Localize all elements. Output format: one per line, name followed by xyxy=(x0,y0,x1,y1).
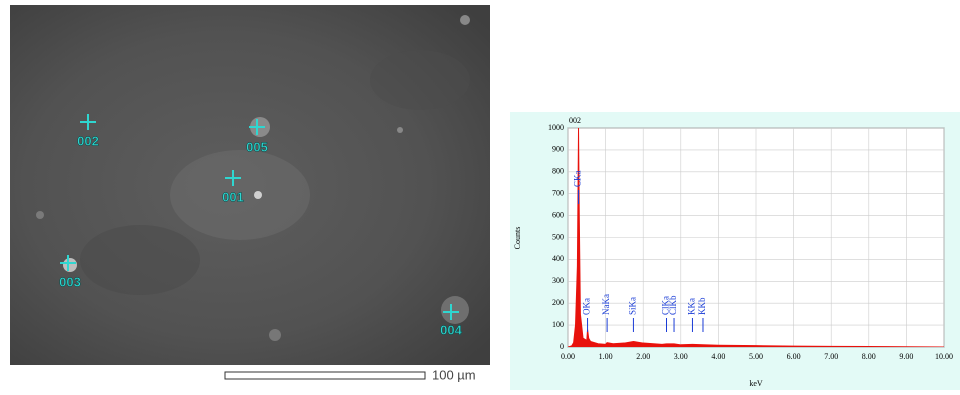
peak-label: NaKa xyxy=(601,294,611,315)
peak-label: KKb xyxy=(697,297,707,315)
y-tick-label: 200 xyxy=(552,298,564,307)
x-tick-label: 6.00 xyxy=(787,352,801,361)
x-tick-label: 3.00 xyxy=(674,352,688,361)
peak-label: SiKa xyxy=(627,297,637,315)
x-tick-label: 8.00 xyxy=(862,352,876,361)
y-tick-label: 700 xyxy=(552,189,564,198)
sem-point: 003 xyxy=(59,255,81,290)
point-label: 005 xyxy=(246,139,268,154)
y-tick-label: 900 xyxy=(552,145,564,154)
sem-point: 005 xyxy=(246,119,268,155)
peak-label: OKa xyxy=(582,298,592,315)
y-tick-label: 1000 xyxy=(548,123,564,132)
y-tick-label: 600 xyxy=(552,210,564,219)
x-tick-label: 2.00 xyxy=(636,352,650,361)
sem-point: 002 xyxy=(77,114,99,149)
point-label: 002 xyxy=(77,133,99,148)
x-tick-label: 9.00 xyxy=(899,352,913,361)
y-tick-label: 100 xyxy=(552,320,564,329)
annotation: 002 xyxy=(569,116,581,125)
sem-point: 004 xyxy=(440,304,463,338)
x-tick-label: 5.00 xyxy=(749,352,763,361)
point-label: 004 xyxy=(440,322,462,337)
x-tick-label: 4.00 xyxy=(711,352,725,361)
scale-bar xyxy=(224,371,426,380)
x-axis-label: keV xyxy=(749,379,763,388)
point-label: 003 xyxy=(59,274,81,289)
sem-image xyxy=(10,5,490,365)
y-axis-label: Counts xyxy=(513,227,522,250)
scale-label: 100 µm xyxy=(432,367,476,382)
peak-label: ClKb xyxy=(668,295,678,315)
x-tick-label: 1.00 xyxy=(599,352,613,361)
x-tick-label: 10.00 xyxy=(935,352,953,361)
peak-label: CKa xyxy=(573,170,583,187)
y-tick-label: 0 xyxy=(560,342,564,351)
y-tick-label: 400 xyxy=(552,254,564,263)
y-tick-label: 300 xyxy=(552,276,564,285)
y-tick-label: 800 xyxy=(552,167,564,176)
point-label: 001 xyxy=(222,189,244,204)
peak-label: KKa xyxy=(687,298,697,315)
spectrum xyxy=(568,128,944,347)
peak-label: ClKa xyxy=(661,296,671,315)
x-tick-label: 0.00 xyxy=(561,352,575,361)
y-tick-label: 500 xyxy=(552,232,564,241)
sem-point: 001 xyxy=(222,170,244,205)
x-tick-label: 7.00 xyxy=(824,352,838,361)
